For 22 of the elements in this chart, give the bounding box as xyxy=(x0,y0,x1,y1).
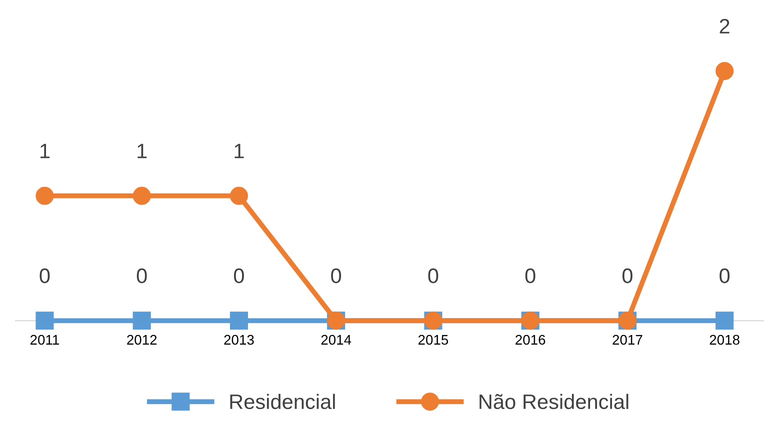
data-label: 0 xyxy=(331,268,342,284)
x-tick-label: 2013 xyxy=(224,334,254,345)
x-tick-label: 2017 xyxy=(612,334,642,345)
x-tick-label: 2016 xyxy=(516,334,546,345)
data-label: 1 xyxy=(138,144,147,158)
legend-label: Não Residencial xyxy=(480,394,628,410)
data-label: 1 xyxy=(234,144,244,158)
data-label: 0 xyxy=(525,268,536,284)
data-label: 1 xyxy=(40,144,50,158)
data-label: 0 xyxy=(720,268,730,284)
legend-label: Residencial xyxy=(230,394,335,410)
x-tick-label: 2015 xyxy=(418,334,448,345)
x-tick-label: 2012 xyxy=(127,334,157,345)
data-label: 2 xyxy=(720,18,730,34)
data-label: 0 xyxy=(40,268,50,284)
x-tick-label: 2011 xyxy=(30,334,59,345)
data-label: 0 xyxy=(136,268,147,284)
data-label: 0 xyxy=(622,268,632,284)
data-label: 0 xyxy=(234,268,244,284)
x-tick-label: 2014 xyxy=(321,334,352,345)
x-tick-label: 2018 xyxy=(710,334,740,345)
data-label: 0 xyxy=(428,268,438,284)
